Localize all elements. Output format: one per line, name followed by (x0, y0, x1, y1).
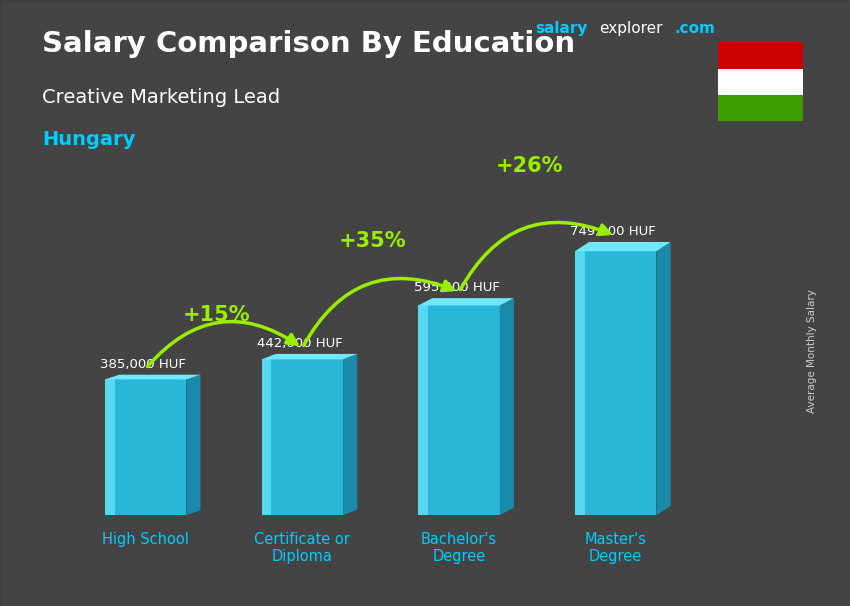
Text: +26%: +26% (496, 156, 564, 176)
Bar (418, 305, 428, 515)
Polygon shape (656, 242, 671, 515)
Bar (718, 68, 803, 95)
Polygon shape (418, 298, 514, 305)
Bar (575, 251, 656, 515)
Text: Salary Comparison By Education: Salary Comparison By Education (42, 30, 575, 58)
Bar (575, 251, 585, 515)
Text: .com: .com (674, 21, 715, 36)
Text: 749,000 HUF: 749,000 HUF (570, 225, 656, 238)
Text: +35%: +35% (339, 230, 406, 250)
Polygon shape (500, 298, 514, 515)
Bar (262, 359, 271, 515)
Text: Creative Marketing Lead: Creative Marketing Lead (42, 88, 280, 107)
Text: explorer: explorer (599, 21, 663, 36)
Bar (418, 305, 500, 515)
Text: +15%: +15% (183, 305, 250, 325)
Bar (105, 379, 186, 515)
Text: Hungary: Hungary (42, 130, 136, 149)
Bar (105, 379, 115, 515)
Text: 595,000 HUF: 595,000 HUF (414, 282, 500, 295)
Text: 442,000 HUF: 442,000 HUF (257, 338, 343, 350)
Bar (718, 42, 803, 68)
Polygon shape (262, 354, 357, 359)
Text: Average Monthly Salary: Average Monthly Salary (807, 290, 817, 413)
Polygon shape (186, 375, 201, 515)
Polygon shape (105, 375, 201, 379)
Bar (262, 359, 343, 515)
Text: salary: salary (536, 21, 588, 36)
Polygon shape (343, 354, 357, 515)
Bar (718, 95, 803, 121)
Polygon shape (575, 242, 671, 251)
Text: 385,000 HUF: 385,000 HUF (100, 358, 186, 371)
